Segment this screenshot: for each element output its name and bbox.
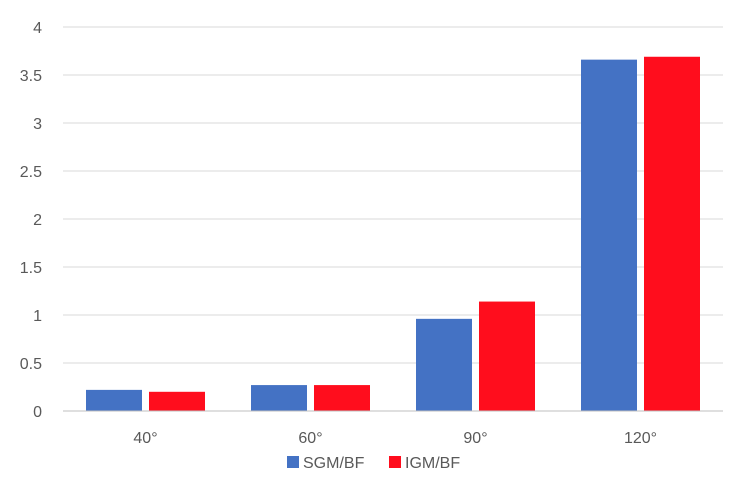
legend-label: SGM/BF	[303, 455, 365, 472]
bar-igm-bf-0	[149, 391, 205, 411]
bar-igm-bf-3	[644, 56, 700, 411]
y-tick-label: 1	[33, 308, 42, 325]
x-axis-ticks: 40° 60° 90° 120°	[133, 430, 657, 447]
bar-sgm-bf-0	[86, 389, 142, 411]
x-tick-label: 90°	[463, 430, 487, 447]
y-tick-label: 2.5	[20, 164, 42, 181]
y-tick-label: 1.5	[20, 260, 42, 277]
legend-swatch	[389, 456, 401, 468]
bar-sgm-bf-2	[416, 318, 472, 411]
x-tick-label: 40°	[133, 430, 157, 447]
bars	[86, 56, 700, 411]
bar-igm-bf-2	[479, 301, 535, 411]
bar-sgm-bf-1	[251, 385, 307, 411]
legend: SGM/BF IGM/BF	[287, 455, 460, 472]
x-tick-label: 60°	[298, 430, 322, 447]
x-tick-label: 120°	[624, 430, 657, 447]
y-tick-label: 3	[33, 116, 42, 133]
y-tick-label: 4	[33, 20, 42, 37]
y-tick-label: 3.5	[20, 68, 42, 85]
y-tick-label: 0.5	[20, 356, 42, 373]
grid	[63, 26, 723, 364]
y-tick-label: 2	[33, 212, 42, 229]
y-tick-label: 0	[33, 404, 42, 421]
bar-sgm-bf-3	[581, 59, 637, 411]
y-axis-ticks: 0 0.5 1 1.5 2 2.5 3 3.5 4	[20, 20, 42, 421]
legend-label: IGM/BF	[405, 455, 460, 472]
bar-igm-bf-1	[314, 385, 370, 411]
legend-swatch	[287, 456, 299, 468]
